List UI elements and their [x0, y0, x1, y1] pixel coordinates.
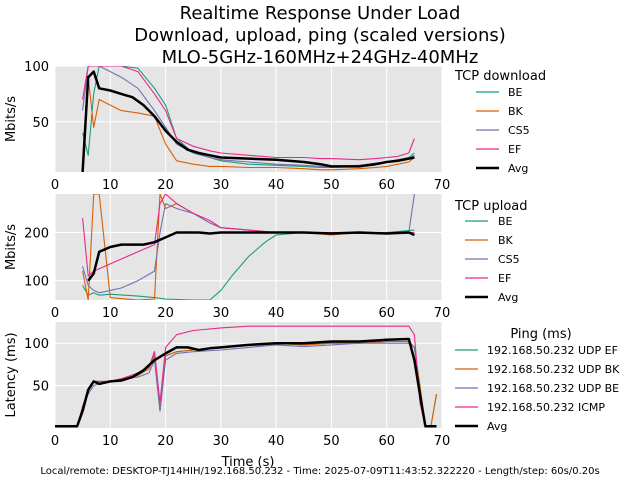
upload-legend-entry-0: BE [498, 215, 513, 228]
upload-x-tick-label: 60 [378, 306, 395, 321]
upload-x-tick-label: 10 [102, 306, 119, 321]
download-x-tick-label: 50 [323, 178, 340, 193]
upload-legend-entry-1: BK [498, 234, 514, 247]
ping-legend-entry-4: Avg [487, 420, 507, 433]
upload-x-tick-label: 40 [268, 306, 285, 321]
ping-y-axis-label: Latency (ms) [4, 332, 19, 417]
ping-x-tick-label: 30 [213, 434, 230, 449]
ping-x-tick-label: 50 [323, 434, 340, 449]
figure-title-line-2: Download, upload, ping (scaled versions) [134, 25, 506, 46]
upload-legend-entry-4: Avg [498, 291, 518, 304]
upload-panel: 0 10 20 30 40 50 60 70 100 200 Mbits/s TCP uploadBE… [4, 194, 528, 321]
ping-series-line-4 [55, 337, 437, 428]
ping-plot-area [55, 322, 442, 428]
upload-y-tick-label: 200 [24, 227, 49, 242]
download-x-tick-label: 30 [213, 178, 230, 193]
download-y-tick-label: 100 [24, 60, 49, 75]
download-y-tick-label: 50 [32, 116, 49, 131]
upload-x-tick-label: 50 [323, 306, 340, 321]
download-y-axis-label: Mbits/s [4, 96, 19, 142]
ping-legend-entry-1: 192.168.50.232 UDP BK [487, 363, 620, 376]
figure-title-line-3: MLO-5GHz-160MHz+24GHz-40MHz [162, 47, 479, 68]
upload-plot-area [55, 194, 442, 300]
download-x-tick-label: 40 [268, 178, 285, 193]
download-legend-entry-1: BK [508, 105, 524, 118]
download-legend-entry-0: BE [508, 86, 523, 99]
upload-y-tick-label: 100 [24, 275, 49, 290]
download-legend-entry-2: CS5 [508, 124, 530, 137]
upload-x-tick-label: 30 [213, 306, 230, 321]
download-x-tick-label: 60 [378, 178, 395, 193]
ping-legend-entry-0: 192.168.50.232 UDP EF [487, 344, 618, 357]
download-series-line-3 [82, 66, 415, 161]
ping-x-tick-label: 0 [51, 434, 59, 449]
ping-legend-entry-2: 192.168.50.232 UDP BE [487, 382, 619, 395]
download-plot-area [55, 66, 442, 172]
download-series-line-1 [82, 76, 415, 171]
ping-legend-entry-3: 192.168.50.232 ICMP [487, 401, 605, 414]
footer-text: Local/remote: DESKTOP-TJ14HIH/192.168.50… [40, 466, 599, 477]
download-x-tick-label: 0 [51, 178, 59, 193]
upload-x-tick-label: 20 [157, 306, 174, 321]
ping-panel: 0 10 20 30 40 50 60 70 50 100 Latency (ms) Ping (ms… [4, 322, 620, 449]
upload-legend-entry-3: EF [498, 272, 511, 285]
download-x-tick-label: 20 [157, 178, 174, 193]
ping-x-tick-label: 10 [102, 434, 119, 449]
download-panel: 0 10 20 30 40 50 60 70 50 100 Mbits/s TCP download B… [4, 60, 546, 193]
upload-series-line-4 [87, 231, 415, 282]
download-legend-entry-4: Avg [508, 162, 528, 175]
figure-title: Realtime Response Under Load Download, u… [134, 3, 506, 68]
ping-y-tick-label: 50 [32, 380, 49, 395]
ping-x-tick-label: 60 [378, 434, 395, 449]
ping-y-tick-label: 100 [24, 337, 49, 352]
upload-legend-title: TCP upload [454, 199, 528, 214]
x-axis-label: Time (s) [221, 455, 275, 470]
ping-x-tick-label: 40 [268, 434, 285, 449]
download-x-tick-label: 10 [102, 178, 119, 193]
upload-x-tick-label: 0 [51, 306, 59, 321]
download-legend-entry-3: EF [508, 143, 521, 156]
ping-legend-title: Ping (ms) [510, 327, 571, 342]
figure-title-line-1: Realtime Response Under Load [180, 3, 461, 24]
upload-y-axis-label: Mbits/s [4, 224, 19, 270]
download-legend-title: TCP download [454, 69, 546, 84]
ping-x-tick-label: 20 [157, 434, 174, 449]
download-x-tick-label: 70 [434, 178, 451, 193]
download-series-line-4 [81, 70, 415, 172]
upload-x-tick-label: 70 [434, 306, 451, 321]
upload-legend-entry-2: CS5 [498, 253, 520, 266]
ping-x-tick-label: 70 [434, 434, 451, 449]
